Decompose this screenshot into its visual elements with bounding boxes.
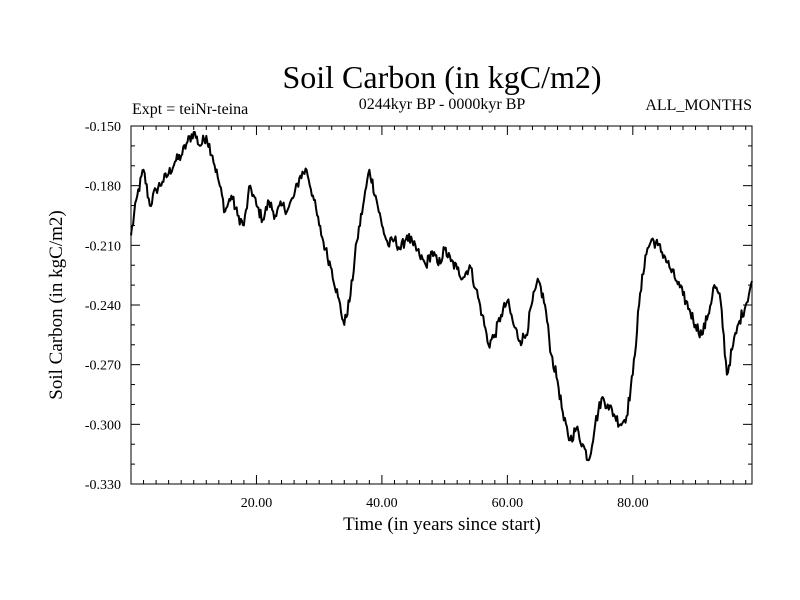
chart-subtitle: 0244kyr BP - 0000kyr BP — [359, 96, 526, 113]
months-label: ALL_MONTHS — [645, 97, 752, 114]
y-tick-label: -0.270 — [85, 359, 121, 374]
y-tick-label: -0.330 — [85, 478, 121, 493]
x-tick-labels: 20.00 40.00 60.00 80.00 — [241, 496, 649, 511]
y-axis-label: Soil Carbon (in kgC/m2) — [46, 210, 67, 399]
x-tick-label: 60.00 — [492, 496, 524, 511]
y-tick-label: -0.180 — [85, 180, 121, 195]
experiment-label: Expt = teiNr-teina — [132, 101, 248, 118]
y-tick-label: -0.150 — [85, 120, 121, 135]
y-tick-label: -0.240 — [85, 299, 121, 314]
series-line-soil-carbon — [130, 131, 753, 462]
axis-ticks — [131, 126, 752, 484]
y-tick-label: -0.300 — [85, 418, 121, 433]
x-tick-label: 40.00 — [366, 496, 398, 511]
x-tick-label: 20.00 — [241, 496, 273, 511]
x-tick-label: 80.00 — [617, 496, 649, 511]
y-tick-labels: -0.150 -0.180 -0.210 -0.240 -0.270 -0.300 -0.3… — [85, 120, 121, 493]
y-tick-label: -0.210 — [85, 239, 121, 254]
plot-frame — [130, 125, 753, 485]
chart-title: Soil Carbon (in kgC/m2) — [282, 59, 601, 95]
x-axis-label: Time (in years since start) — [343, 514, 541, 535]
